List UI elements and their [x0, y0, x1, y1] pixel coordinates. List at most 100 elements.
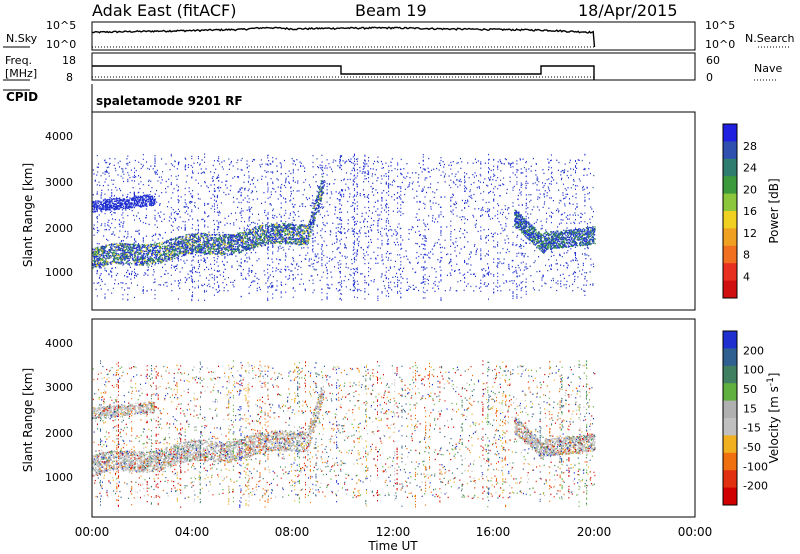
echo-point: [241, 217, 243, 219]
echo-point: [258, 286, 260, 289]
echo-point: [289, 214, 291, 216]
echo-point: [335, 288, 337, 290]
echo-point: [159, 245, 162, 248]
echo-point: [226, 247, 228, 249]
echo-point: [439, 261, 441, 263]
echo-point: [98, 254, 101, 256]
echo-point: [572, 195, 574, 197]
echo-point: [249, 183, 251, 185]
echo-point: [247, 273, 249, 275]
echo-point: [120, 175, 122, 177]
echo-point: [248, 232, 250, 234]
echo-point: [282, 238, 284, 240]
echo-point: [223, 287, 225, 289]
echo-point: [184, 247, 186, 249]
echo-point: [116, 198, 118, 200]
echo-point: [210, 247, 212, 249]
echo-point: [277, 198, 279, 200]
echo-point: [312, 176, 314, 178]
echo-point: [210, 239, 212, 241]
echo-point: [231, 253, 233, 256]
echo-point: [229, 189, 231, 192]
echo-point: [247, 180, 249, 183]
echo-point: [549, 183, 551, 185]
echo-point: [275, 230, 277, 232]
echo-point: [128, 264, 130, 266]
echo-point: [280, 186, 282, 188]
echo-point: [145, 217, 147, 219]
echo-point: [317, 253, 319, 255]
echo-point: [274, 215, 276, 217]
nsearch-label: N.Search: [745, 32, 795, 45]
echo-point: [456, 162, 458, 165]
echo-point: [248, 209, 250, 211]
echo-point: [270, 234, 272, 237]
echo-point: [140, 176, 142, 178]
echo-point: [290, 237, 292, 239]
echo-point: [249, 244, 251, 247]
echo-point: [354, 287, 356, 289]
echo-point: [416, 201, 418, 203]
echo-point: [114, 158, 116, 160]
echo-point: [353, 279, 355, 281]
echo-point: [144, 272, 146, 274]
echo-point: [587, 225, 589, 228]
echo-point: [233, 240, 235, 242]
echo-point: [429, 186, 431, 189]
echo-point: [377, 208, 379, 210]
echo-point: [179, 210, 181, 212]
echo-point: [212, 241, 215, 244]
echo-point: [108, 175, 110, 177]
echo-point: [281, 183, 283, 186]
echo-point: [251, 190, 253, 192]
echo-point: [567, 250, 569, 252]
echo-point: [123, 247, 125, 249]
echo-point: [556, 289, 558, 292]
echo-point: [532, 157, 534, 160]
echo-point: [367, 226, 369, 228]
echo-point: [123, 255, 125, 257]
echo-point: [312, 226, 314, 229]
echo-point: [304, 167, 306, 169]
echo-point: [441, 257, 443, 259]
echo-point: [424, 207, 426, 209]
echo-point: [129, 244, 131, 246]
echo-point: [266, 171, 268, 173]
echo-point: [246, 228, 248, 230]
echo-point: [255, 232, 257, 234]
echo-point: [351, 161, 353, 164]
echo-point: [593, 174, 595, 177]
echo-point: [403, 168, 405, 170]
echo-point: [120, 258, 122, 261]
echo-point: [281, 234, 283, 236]
echo-point: [403, 176, 405, 178]
echo-point: [281, 236, 283, 238]
echo-point: [383, 280, 385, 282]
echo-point: [236, 243, 238, 245]
echo-point: [289, 212, 291, 214]
echo-point: [107, 289, 109, 291]
cpid-value: spaletamode 9201 RF: [96, 94, 243, 108]
echo-point: [543, 196, 545, 198]
echo-point: [248, 165, 250, 167]
echo-point: [315, 202, 317, 204]
echo-point: [442, 216, 444, 218]
echo-point: [137, 258, 139, 260]
echo-point: [503, 258, 505, 260]
echo-point: [318, 186, 320, 189]
echo-point: [457, 186, 459, 188]
echo-point: [226, 173, 228, 176]
echo-point: [357, 271, 359, 274]
echo-point: [467, 283, 469, 285]
echo-point: [238, 249, 241, 251]
echo-point: [119, 198, 121, 200]
echo-point: [102, 248, 105, 250]
echo-point: [484, 282, 486, 284]
echo-point: [308, 258, 310, 260]
echo-point: [560, 214, 562, 216]
echo-point: [415, 242, 417, 245]
echo-point: [451, 173, 453, 175]
echo-point: [308, 232, 310, 234]
echo-point: [214, 243, 216, 245]
echo-point: [167, 258, 169, 261]
